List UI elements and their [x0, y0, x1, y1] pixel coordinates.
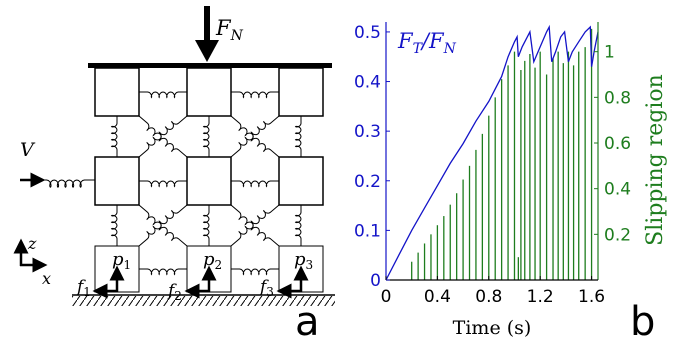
panel-b-letter: b	[630, 299, 655, 338]
spring	[138, 204, 188, 247]
block	[94, 67, 140, 117]
x-tick-label: 1.2	[527, 287, 554, 307]
coordinate-axes	[13, 238, 48, 273]
spring	[138, 204, 188, 247]
pad-3-label: p3	[294, 249, 313, 272]
x-tick-label: 1.6	[578, 287, 605, 307]
left-tick-label: 0	[370, 271, 381, 291]
spring-network	[36, 91, 302, 276]
force-label: FN	[215, 16, 244, 44]
spring	[294, 205, 302, 246]
left-tick-label: 0.3	[354, 122, 381, 142]
x-tick-label: 0.4	[424, 287, 451, 307]
pad-1-label: p1	[112, 249, 131, 272]
panel-a-letter: a	[295, 299, 320, 338]
spring	[230, 204, 280, 247]
force-ratio-line	[385, 24, 599, 281]
block	[278, 156, 324, 206]
axis-x-label: x	[42, 269, 51, 288]
spring	[110, 116, 118, 157]
top-plate	[88, 63, 332, 68]
left-tick-label: 0.2	[354, 172, 381, 192]
pad-2-label: p2	[203, 249, 222, 272]
x-tick-label: 0	[381, 287, 392, 307]
axis-z-label: z	[27, 234, 37, 253]
right-tick-label: 1	[604, 43, 615, 63]
panel-b-chart: 0 0.4 0.8 1.2 1.6 0 0.1 0.2 0.3 0.4 0.5 0.2 0.4 0.6 0.…	[354, 22, 668, 338]
block	[186, 67, 232, 117]
right-tick-label: 0.8	[604, 88, 631, 108]
right-tick-label: 0.4	[604, 180, 631, 200]
spring	[138, 115, 188, 158]
spring	[139, 180, 187, 188]
spring	[139, 268, 187, 276]
spring	[230, 204, 280, 247]
friction-3-label: f3	[258, 277, 274, 299]
spring	[231, 91, 279, 99]
spring	[294, 116, 302, 157]
left-tick-label: 0.5	[354, 23, 381, 43]
spring	[110, 205, 118, 246]
velocity-label: V	[20, 139, 36, 161]
block	[186, 156, 232, 206]
panel-a-diagram: FN p1 p2 p3 f1 f2 f3	[13, 6, 335, 338]
spring	[202, 205, 210, 246]
spring	[231, 180, 279, 188]
spring	[138, 115, 188, 158]
ground-hatch	[72, 296, 335, 306]
right-tick-label: 0.6	[604, 134, 631, 154]
friction-1-label: f1	[75, 277, 91, 299]
left-tick-label: 0.1	[354, 221, 381, 241]
block	[278, 67, 324, 117]
x-tick-label: 0.8	[475, 287, 502, 307]
chart-left-title: FT/FN	[397, 29, 457, 57]
pad-force-arrows	[92, 265, 309, 299]
spring	[139, 91, 187, 99]
normal-force-arrow	[195, 6, 219, 62]
chart-x-axis-label: Time (s)	[453, 317, 532, 338]
block	[94, 156, 140, 206]
right-tick-label: 0.2	[604, 225, 631, 245]
spring	[230, 115, 280, 158]
left-tick-label: 0.4	[354, 73, 381, 93]
spring	[202, 116, 210, 157]
spring	[231, 268, 279, 276]
spring	[36, 179, 95, 188]
spring	[230, 115, 280, 158]
chart-right-axis-label: Slipping region	[643, 74, 668, 246]
